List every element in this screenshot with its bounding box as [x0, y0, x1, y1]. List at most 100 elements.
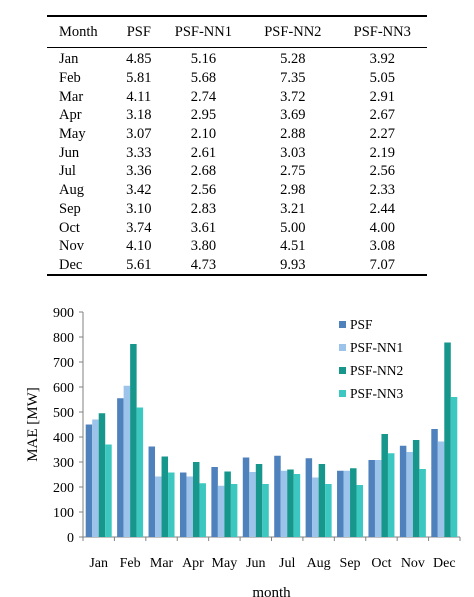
bar-psf-nn1: [92, 419, 99, 537]
table-cell: 5.28: [280, 51, 306, 68]
x-tick-label: Jun: [246, 556, 265, 571]
table-cell: 2.98: [280, 182, 306, 199]
legend-label: PSF: [350, 317, 373, 332]
x-tick-label: Feb: [120, 556, 141, 571]
bar-psf-nn3: [105, 444, 112, 537]
bar-psf-nn3: [387, 453, 395, 537]
x-axis-label: month: [252, 585, 291, 597]
header-psf-nn3: PSF-NN3: [353, 23, 411, 40]
bar-psf: [117, 398, 124, 537]
table-cell: 3.36: [126, 163, 152, 180]
bar-psf-nn2: [98, 413, 106, 537]
legend-swatch: [339, 344, 346, 351]
table-cell: Mar: [59, 88, 84, 105]
table-cell: Aug: [59, 182, 84, 199]
y-tick-label: 600: [53, 381, 74, 396]
table-cell: May: [59, 126, 86, 143]
bar-psf-nn1: [343, 470, 351, 537]
table-cell: 2.88: [280, 126, 306, 143]
bar-psf-nn3: [325, 484, 332, 537]
table-row: Aug 3.42 2.56 2.98 2.33: [47, 181, 427, 200]
header-month: Month: [59, 23, 98, 40]
table-cell: 4.00: [369, 219, 395, 236]
bar-psf-nn3: [293, 474, 301, 537]
table-cell: 4.51: [280, 238, 306, 255]
bar-psf-nn3: [136, 407, 144, 537]
bar-psf: [242, 457, 250, 537]
table-cell: 5.16: [190, 51, 217, 68]
table-cell: 5.68: [190, 70, 217, 87]
bar-psf: [274, 455, 281, 537]
table-cell: 3.80: [190, 238, 217, 255]
table-cell: 3.74: [126, 219, 152, 236]
bar-psf-nn3: [419, 469, 426, 537]
table-cell: 2.67: [369, 107, 395, 124]
bar-psf: [85, 424, 93, 537]
table-cell: 3.69: [280, 107, 306, 124]
legend-label: PSF-NN3: [350, 386, 404, 401]
bar-psf-nn2: [350, 468, 357, 537]
table-cell: 5.81: [126, 70, 152, 87]
bar-psf: [337, 470, 344, 537]
table-cell: 7.35: [280, 70, 306, 87]
table-row: Nov 4.10 3.80 4.51 3.08: [47, 237, 427, 256]
bar-psf-nn1: [406, 452, 413, 537]
table-cell: 3.72: [280, 88, 306, 105]
y-tick-label: 400: [53, 431, 74, 446]
table-cell: Nov: [59, 238, 84, 255]
table-cell: 3.42: [126, 182, 152, 199]
table-cell: Feb: [59, 70, 81, 87]
table-cell: Jan: [59, 51, 79, 68]
x-tick-label: Oct: [371, 556, 391, 571]
y-tick-label: 700: [53, 356, 74, 371]
table-cell: Oct: [59, 219, 80, 236]
table-row: May 3.07 2.10 2.88 2.27: [47, 125, 427, 144]
table-cell: 2.83: [190, 200, 217, 217]
bar-psf-nn1: [186, 476, 193, 537]
header-psf-nn2: PSF-NN2: [264, 23, 322, 40]
table-cell: Jul: [59, 163, 76, 180]
x-tick-label: Aug: [307, 556, 331, 571]
table-cell: 2.27: [369, 126, 395, 143]
table-cell: 4.73: [190, 256, 217, 273]
table-cell: 2.33: [369, 182, 395, 199]
bar-psf: [179, 472, 187, 537]
table-row: Oct 3.74 3.61 5.00 4.00: [47, 218, 427, 237]
bar-psf: [211, 467, 218, 537]
y-tick-label: 500: [53, 406, 74, 421]
x-tick-label: May: [212, 556, 238, 571]
results-table: Month PSF PSF-NN1 PSF-NN2 PSF-NN3 Jan 4.8…: [47, 15, 427, 276]
bar-psf-nn2: [161, 456, 169, 537]
table-cell: 2.10: [190, 126, 217, 143]
header-psf-nn1: PSF-NN1: [174, 23, 232, 40]
bar-psf-nn1: [374, 460, 382, 537]
legend-label: PSF-NN2: [350, 363, 403, 378]
bar-psf-nn1: [123, 385, 131, 537]
legend-label: PSF-NN1: [350, 340, 403, 355]
table-cell: 2.75: [280, 163, 306, 180]
bar-psf-nn3: [168, 472, 175, 537]
x-tick-label: Dec: [433, 556, 456, 571]
bar-psf-nn3: [199, 483, 206, 537]
table-row: Dec 5.61 4.73 9.93 7.07: [47, 256, 427, 276]
table-cell: 2.91: [369, 88, 395, 105]
table-cell: 4.85: [126, 51, 152, 68]
table-row: Sep 3.10 2.83 3.21 2.44: [47, 200, 427, 219]
table-row: Apr 3.18 2.95 3.69 2.67: [47, 106, 427, 125]
table-cell: 2.44: [369, 200, 395, 217]
bar-psf-nn1: [217, 485, 225, 537]
table-row: Feb 5.81 5.68 7.35 5.05: [47, 69, 427, 88]
bar-psf-nn1: [249, 472, 256, 537]
table-cell: 3.03: [280, 144, 306, 161]
legend-swatch: [339, 321, 346, 328]
y-tick-label: 900: [53, 306, 74, 321]
table-header-row: Month PSF PSF-NN1 PSF-NN2 PSF-NN3: [47, 16, 427, 48]
bar-psf-nn2: [381, 434, 388, 537]
table-cell: 3.92: [369, 51, 395, 68]
table-cell: 3.18: [126, 107, 152, 124]
table-cell: 2.61: [190, 144, 217, 161]
x-tick-label: Nov: [401, 556, 425, 571]
bar-psf-nn1: [437, 441, 445, 537]
bar-psf-nn1: [312, 477, 319, 537]
bar-psf-nn2: [130, 344, 137, 537]
